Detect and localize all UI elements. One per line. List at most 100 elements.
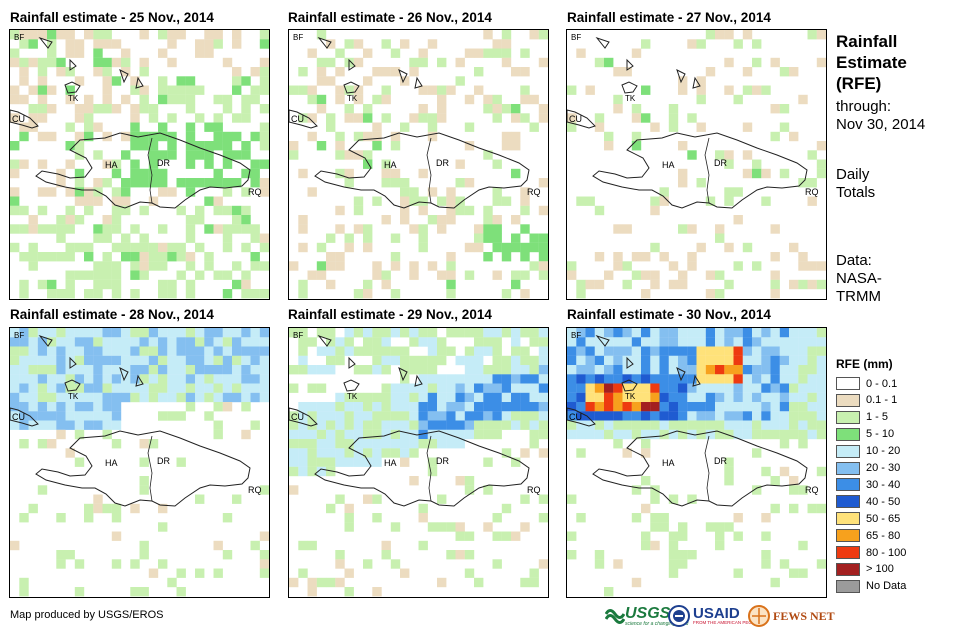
legend-swatch [836,377,860,390]
daily-totals: Daily Totals [836,166,875,202]
panel-title-27nov: Rainfall estimate - 27 Nov., 2014 [567,10,771,25]
side-title-line-2: Estimate [836,53,907,72]
border-line [426,435,432,502]
coastline [69,356,77,369]
map-label-tk: TK [68,392,79,401]
coastline [38,36,53,49]
map-label-cu: CU [12,412,25,422]
coastline [314,430,530,507]
usgs-wordmark: USGS [625,604,671,622]
rainfall-map-svg: BF CU TK HA DR RQ [567,328,826,597]
map-label-tk: TK [68,94,79,103]
side-title-line-1: Rainfall [836,32,898,51]
usgs-logo: USGS science for a changing world [605,604,688,628]
border-line [426,137,432,204]
usgs-wave-icon [605,609,625,624]
legend-label: 30 - 40 [866,478,901,491]
usaid-logo: USAID FROM THE AMERICAN PEOPLE [668,604,760,628]
usaid-seal-icon [668,605,690,627]
legend-item: 30 - 40 [836,477,900,492]
coastline [10,109,39,129]
side-title: Rainfall Estimate (RFE) [836,31,907,94]
border-line [704,137,710,204]
legend-swatch [836,529,860,543]
map-label-dr: DR [157,456,170,466]
legend-label: 65 - 80 [866,529,901,542]
coastline [692,374,701,387]
map-label-dr: DR [714,456,727,466]
map-label-ha: HA [662,458,675,468]
legend-label: 50 - 65 [866,512,901,525]
rainfall-map-svg: BF CU TK HA DR RQ [567,30,826,299]
coastline [314,132,530,209]
coastline [135,374,144,387]
coastline [69,58,77,71]
coastline [289,407,318,427]
coastline [567,407,596,427]
through-date: Nov 30, 2014 [836,116,926,133]
legend-swatch [836,478,860,492]
map-label-cu: CU [291,412,304,422]
legend-title: RFE (mm) [836,357,893,371]
legend-swatch [836,444,860,458]
coastline [35,132,251,209]
legend-swatch [836,546,860,559]
legend-label: 0.1 - 1 [866,394,898,407]
legend-item: 1 - 5 [836,410,888,425]
coastline [676,367,686,382]
panel-title-26nov: Rainfall estimate - 26 Nov., 2014 [288,10,492,25]
coastline [289,109,318,129]
coastline [414,374,423,387]
rainfall-map-svg: BF CU TK HA DR RQ [289,30,548,299]
map-label-bf: BF [293,33,303,42]
coastline [692,76,701,89]
map-label-bf: BF [571,33,581,42]
map-label-cu: CU [291,114,304,124]
border-line [147,435,153,502]
legend-label: No Data [866,580,907,593]
map-label-tk: TK [625,392,636,401]
rainfall-map-svg: BF CU TK HA DR RQ [289,328,548,597]
coastline [621,81,638,94]
panel-title-28nov: Rainfall estimate - 28 Nov., 2014 [10,307,214,322]
usgs-tagline: science for a changing world [625,620,689,627]
legend-item: 80 - 100 [836,545,906,560]
map-label-bf: BF [14,331,24,340]
legend-swatch [836,562,860,576]
coastline [595,36,610,49]
coastline [135,76,144,89]
map-label-rq: RQ [805,187,819,197]
border-line [704,435,710,502]
coastline [317,334,332,347]
legend-label: 0 - 0.1 [866,377,898,390]
side-title-line-3: (RFE) [836,74,882,93]
legend-swatch [836,512,860,526]
map-label-ha: HA [105,458,118,468]
map-label-ha: HA [662,160,675,170]
coastline [621,379,638,392]
map-label-cu: CU [12,114,25,124]
coastline [64,81,81,94]
coastline [10,407,39,427]
coastline [626,58,634,71]
map-panel-27nov: BF CU TK HA DR RQ [566,29,827,300]
legend-item: 40 - 50 [836,494,900,509]
legend-label: 40 - 50 [866,495,901,508]
legend-label: > 100 [866,563,894,576]
coastline [592,430,808,507]
coastline [348,356,356,369]
coastline [398,367,408,382]
legend-swatch [836,427,860,441]
legend-item: 50 - 65 [836,511,900,526]
usaid-tagline: FROM THE AMERICAN PEOPLE [693,620,761,626]
legend-item: 0 - 0.1 [836,376,897,391]
map-label-cu: CU [569,412,582,422]
legend-label: 20 - 30 [866,462,901,474]
map-panel-29nov: BF CU TK HA DR RQ [288,327,549,598]
map-credit: Map produced by USGS/EROS [10,609,164,621]
legend-swatch [836,461,860,475]
rainfall-map-svg: BF CU TK HA DR RQ [10,328,269,597]
coastline [398,69,408,84]
coastline [64,379,81,392]
map-label-bf: BF [571,331,581,340]
